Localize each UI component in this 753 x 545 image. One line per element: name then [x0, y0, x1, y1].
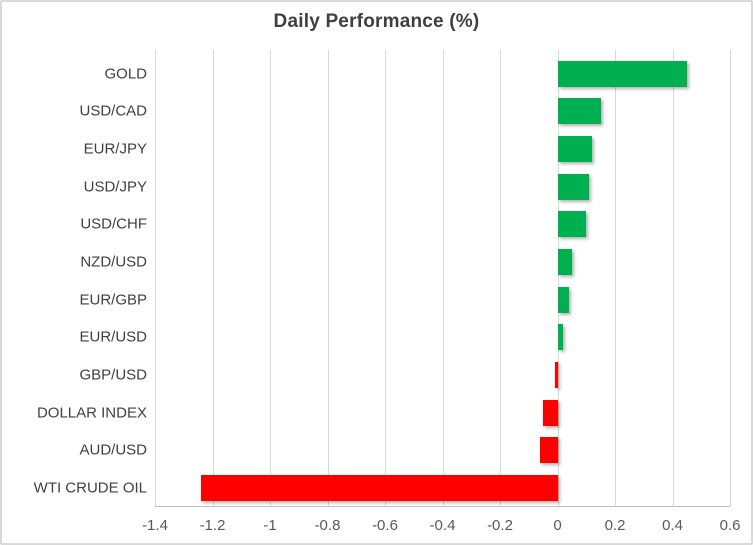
category-label: GOLD: [104, 65, 147, 83]
x-tick-label: -1.2: [199, 517, 226, 534]
category-label: AUD/USD: [79, 441, 147, 459]
bar-row: USD/JPY: [2, 168, 751, 206]
bar-row: EUR/GBP: [2, 281, 751, 319]
bar-row: WTI CRUDE OIL: [2, 469, 751, 507]
x-tick-label: 0.6: [719, 517, 741, 534]
gridline: [155, 50, 156, 507]
x-axis-line: [155, 506, 730, 507]
category-label: USD/CHF: [80, 215, 147, 233]
bar: [557, 286, 569, 313]
category-label: EUR/USD: [79, 328, 147, 346]
gridline: [270, 50, 271, 507]
bar: [557, 173, 590, 200]
gridline: [212, 50, 214, 507]
x-tick-label: -0.8: [314, 517, 341, 534]
gridline: [500, 50, 501, 507]
x-tick-label: 0.2: [604, 517, 626, 534]
bar-row: GBP/USD: [2, 356, 751, 394]
x-tick-label: -0.6: [372, 517, 398, 534]
x-tick-label: -0.2: [487, 517, 513, 534]
bar: [557, 211, 587, 238]
bar-row: EUR/USD: [2, 319, 751, 357]
category-label: DOLLAR INDEX: [36, 404, 147, 422]
bar: [557, 136, 592, 163]
gridline: [385, 50, 386, 507]
bar: [557, 98, 601, 125]
x-tick-label: -1: [263, 517, 277, 534]
bar-row: EUR/JPY: [2, 130, 751, 168]
x-tick-label: -1.4: [142, 517, 168, 534]
bar-row: DOLLAR INDEX: [2, 394, 751, 432]
category-label: GBP/USD: [79, 366, 147, 384]
x-tick-label: -0.4: [429, 517, 456, 534]
bar: [554, 362, 558, 389]
bar-row: AUD/USD: [2, 432, 751, 470]
bar: [540, 437, 558, 464]
category-label: EUR/JPY: [83, 140, 147, 158]
category-label: EUR/GBP: [79, 291, 147, 309]
x-tick-label: 0: [553, 517, 562, 534]
gridline: [557, 50, 559, 507]
bar: [557, 60, 687, 87]
bar-row: GOLD: [2, 55, 751, 93]
bar: [543, 399, 558, 426]
bar-row: USD/CAD: [2, 93, 751, 131]
gridline: [327, 50, 329, 507]
bar: [557, 249, 572, 276]
bar-row: USD/CHF: [2, 206, 751, 244]
chart-title: Daily Performance (%): [273, 11, 480, 32]
gridline: [442, 50, 444, 507]
gridline: [672, 50, 674, 507]
gridline: [615, 50, 616, 507]
category-label: NZD/USD: [80, 253, 147, 271]
bar-row: NZD/USD: [2, 243, 751, 281]
category-label: USD/CAD: [79, 102, 147, 120]
bar: [557, 324, 564, 351]
plot-area: [155, 50, 731, 507]
x-tick-label: 0.4: [662, 517, 683, 534]
category-label: USD/JPY: [83, 178, 147, 196]
category-label: WTI CRUDE OIL: [33, 479, 147, 497]
gridline: [730, 50, 731, 507]
bar: [201, 475, 558, 502]
